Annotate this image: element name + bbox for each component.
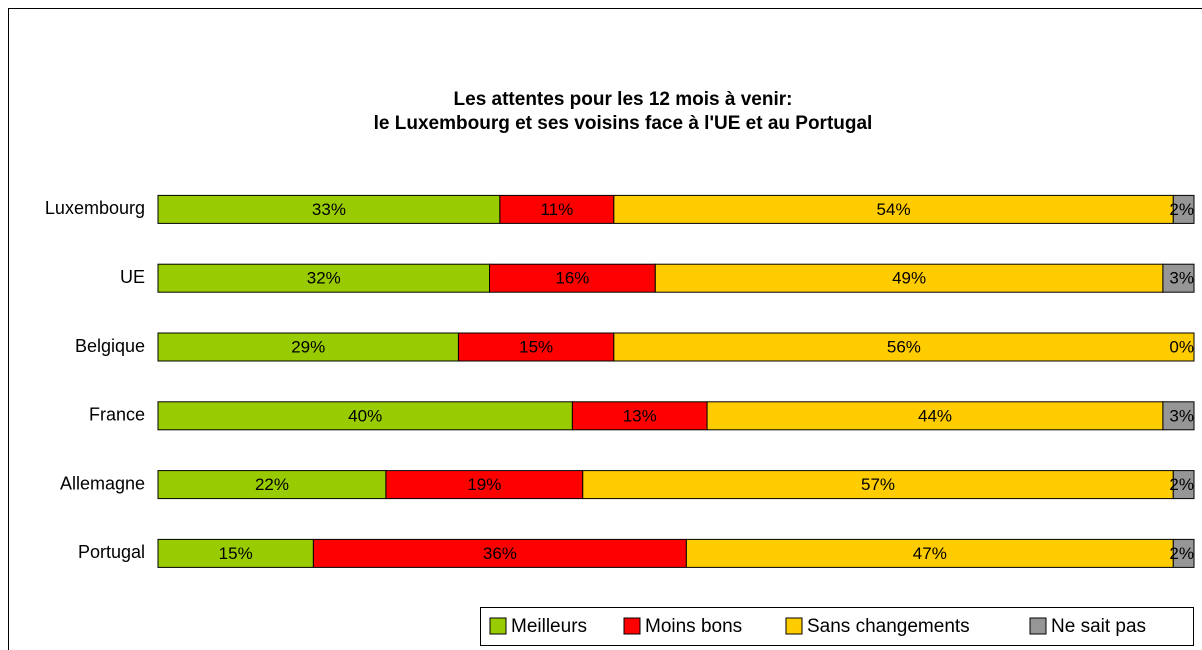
data-label: 2% — [1169, 544, 1194, 563]
bar-segment — [685, 538, 1174, 568]
data-label: 15% — [219, 544, 253, 563]
data-label: 16% — [555, 269, 589, 288]
y-tick-label: UE — [120, 267, 145, 287]
data-label: 33% — [312, 200, 346, 219]
bar-segment — [157, 470, 387, 500]
bar-segment — [654, 263, 1164, 293]
data-label: 2% — [1169, 475, 1194, 494]
data-label: 2% — [1169, 200, 1194, 219]
data-label: 22% — [255, 475, 289, 494]
y-tick-label: Allemagne — [60, 473, 145, 493]
legend-label: Ne sait pas — [1051, 616, 1146, 637]
chart-title: le Luxembourg et ses voisins face à l'UE… — [374, 113, 873, 134]
bar-segment — [1172, 538, 1195, 568]
data-label: 3% — [1169, 406, 1194, 425]
y-tick-label: Portugal — [78, 542, 145, 562]
y-tick-label: Luxembourg — [45, 198, 145, 218]
data-label: 40% — [348, 406, 382, 425]
bar-segment — [1172, 470, 1195, 500]
bar-segment — [1162, 401, 1195, 431]
bar-segment — [1172, 194, 1195, 224]
data-label: 29% — [291, 337, 325, 356]
bar-segment — [157, 538, 314, 568]
data-label: 15% — [519, 337, 553, 356]
data-label: 56% — [887, 337, 921, 356]
bar-segment — [582, 470, 1174, 500]
data-label: 3% — [1169, 269, 1194, 288]
y-tick-label: Belgique — [75, 336, 145, 356]
data-label: 49% — [892, 269, 926, 288]
y-tick-label: France — [89, 405, 145, 425]
bar-segment — [499, 194, 615, 224]
data-label: 57% — [861, 475, 895, 494]
data-label: 36% — [483, 544, 517, 563]
bar-segment — [157, 401, 573, 431]
legend-label: Sans changements — [807, 616, 970, 637]
data-label: 13% — [623, 406, 657, 425]
legend-label: Meilleurs — [511, 616, 587, 637]
bar-segment — [613, 332, 1195, 362]
data-label: 44% — [918, 406, 952, 425]
data-label: 32% — [307, 269, 341, 288]
bar-segment — [157, 263, 491, 293]
legend-swatch — [1029, 617, 1047, 635]
data-label: 0% — [1169, 337, 1194, 356]
legend-label: Moins bons — [645, 616, 742, 637]
chart-title: Les attentes pour les 12 mois à venir: — [454, 89, 793, 110]
bar-segment — [489, 263, 656, 293]
data-label: 19% — [467, 475, 501, 494]
legend-swatch — [785, 617, 803, 635]
bar-segment — [157, 194, 501, 224]
bar-segment — [457, 332, 615, 362]
data-label: 11% — [540, 200, 573, 219]
data-label: 54% — [877, 200, 911, 219]
bar-segment — [571, 401, 708, 431]
bar-segment — [385, 470, 584, 500]
legend-box — [480, 607, 1194, 646]
bar-segment — [1162, 263, 1195, 293]
legend-swatch — [489, 617, 507, 635]
bar-segment — [706, 401, 1164, 431]
legend-swatch — [623, 617, 641, 635]
data-label: 47% — [913, 544, 947, 563]
